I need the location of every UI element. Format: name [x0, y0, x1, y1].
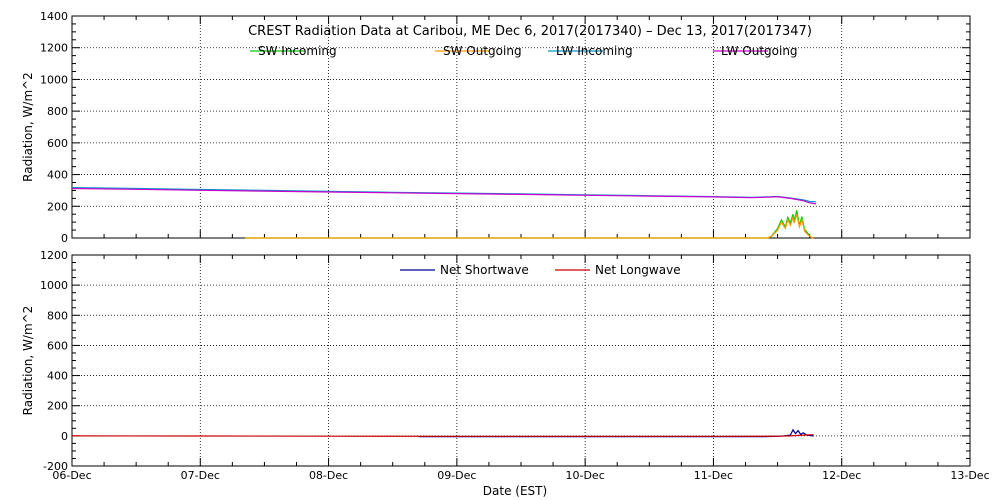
legend-label: Net Longwave: [595, 263, 681, 277]
x-tick-label: 13-Dec: [950, 469, 989, 482]
y-axis-label: Radiation, W/m^2: [21, 72, 35, 182]
x-tick-label: 08-Dec: [309, 469, 348, 482]
x-tick-label: 10-Dec: [566, 469, 605, 482]
series-line-sw-outgoing: [245, 214, 814, 239]
legend-label: Net Shortwave: [440, 263, 529, 277]
y-tick-label: 0: [61, 232, 68, 245]
y-tick-label: 1200: [40, 42, 68, 55]
plot-frame: [71, 254, 971, 467]
y-tick-label: 200: [47, 200, 68, 213]
legend-label: LW Outgoing: [721, 44, 798, 58]
y-tick-label: 600: [47, 339, 68, 352]
x-axis-label: Date (EST): [483, 484, 547, 498]
y-tick-label: 1400: [40, 10, 68, 23]
y-tick-label: -200: [43, 460, 68, 473]
x-tick-label: 07-Dec: [181, 469, 220, 482]
series-line-sw-incoming: [245, 210, 814, 239]
chart-title: CREST Radiation Data at Caribou, ME Dec …: [248, 24, 812, 39]
x-tick-label: 06-Dec: [52, 469, 91, 482]
legend-label: SW Incoming: [258, 44, 337, 58]
y-tick-label: 400: [47, 169, 68, 182]
x-tick-label: 12-Dec: [822, 469, 861, 482]
y-axis-label: Radiation, W/m^2: [21, 306, 35, 416]
x-tick-label: 09-Dec: [437, 469, 476, 482]
legend-label: SW Outgoing: [443, 44, 522, 58]
series-line-lw-outgoing: [71, 187, 817, 205]
y-tick-label: 200: [47, 400, 68, 413]
series-line-net-longwave: [71, 434, 814, 437]
x-tick-label: 11-Dec: [694, 469, 733, 482]
y-tick-label: 800: [47, 309, 68, 322]
y-tick-label: 600: [47, 137, 68, 150]
y-tick-label: 0: [61, 430, 68, 443]
bottom-panel: -200 0 200 400 600 800 1000 1200 Radiation, W/m^…: [21, 249, 990, 498]
top-panel: 0 200 400 600 800 1000 1200 1400 Radiation, W/m^…: [21, 10, 971, 245]
y-tick-label: 1000: [40, 73, 68, 86]
y-tick-label: 1000: [40, 279, 68, 292]
y-tick-label: 400: [47, 370, 68, 383]
y-tick-label: 1200: [40, 249, 68, 262]
legend-label: LW Incoming: [556, 44, 633, 58]
y-tick-label: 800: [47, 105, 68, 118]
